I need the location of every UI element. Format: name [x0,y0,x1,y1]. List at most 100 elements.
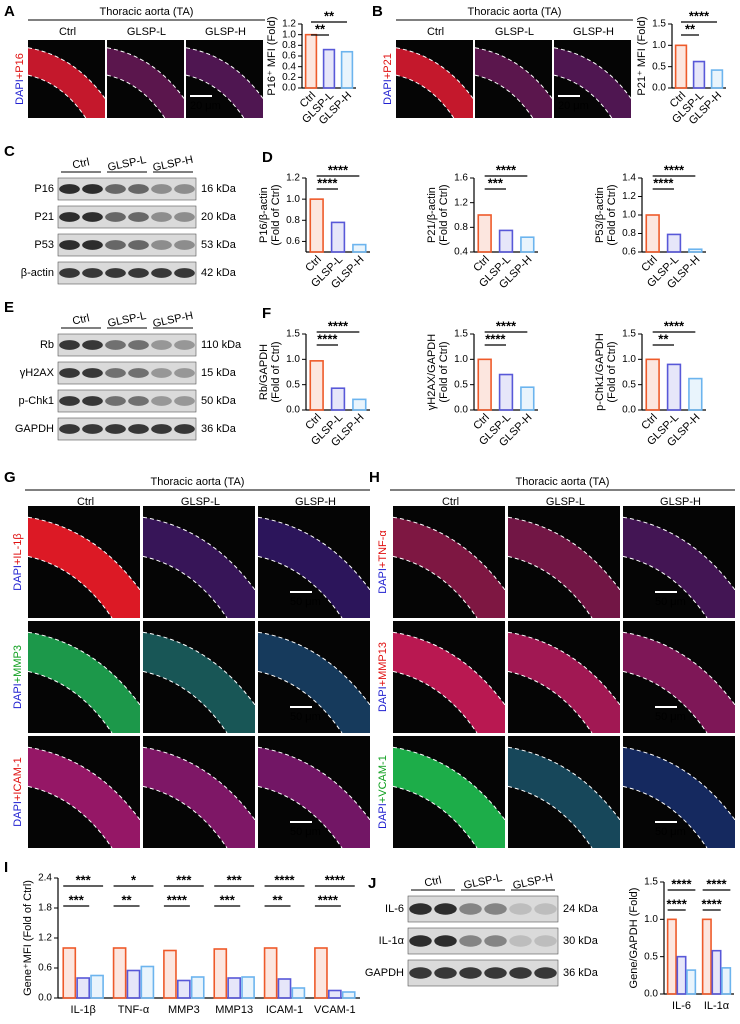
x-tick-label: IL-6 [672,1000,691,1012]
blot-band [509,967,532,979]
stain-label: DAPI+MMP13 [377,642,389,712]
row-label: P53 [34,239,54,251]
bar [322,48,336,89]
sig-label: **** [317,175,338,190]
stain-marker: +MMP13 [377,642,389,686]
sig-label: * [131,872,137,887]
dashed-border [474,47,553,99]
dashed-border [507,631,621,706]
group-label: Ctrl [59,26,76,38]
blot-band [151,340,172,350]
dashed-border [142,785,228,849]
blot-strip [57,177,197,201]
stain-dapi: DAPI [14,79,26,105]
blot-band [534,935,557,947]
tissue-dapi [186,47,263,118]
scale-label: 50 μm [655,711,686,723]
group-label: GLSP-H [660,496,701,508]
y-tick-label: 0.6 [38,963,52,974]
row-label: P16 [34,183,54,195]
scale-label: 50 μm [290,826,321,838]
sig-label: **** [496,318,517,333]
tissue-dapi [623,632,735,733]
micrograph [143,506,255,618]
sig-label: **** [671,876,692,891]
dashed-border [395,47,474,99]
x-tick-label: MMP13 [215,1004,253,1016]
bar [520,386,535,411]
y-axis-label: (Fold of Ctrl) [606,184,618,245]
y-tick-label: 0.8 [454,222,468,233]
bar [163,949,177,999]
sig-label: **** [328,318,349,333]
y-tick-label: 1.4 [622,173,636,184]
blot-band [174,212,195,222]
sig-label: **** [274,872,295,887]
sig-label: **** [653,175,674,190]
y-tick-label: 0.0 [286,405,300,416]
stain-dapi: DAPI [377,568,389,594]
bar [520,236,535,253]
blot-band [151,240,172,250]
blot-band [59,340,80,350]
blot-strip [407,927,559,955]
tissue-stain [258,632,370,733]
bar [327,989,342,999]
blot-band [105,184,126,194]
tissue-stain [475,47,552,118]
y-axis-label: Rb/GAPDH [258,344,270,400]
sig-label: *** [488,175,504,190]
tissue-dapi [143,517,255,618]
x-tick-label: MMP3 [168,1004,200,1016]
scale-label: 50 μm [290,596,321,608]
scale-label: 50 μm [655,826,686,838]
blot-strip [57,333,197,357]
stain-label: DAPI+TNF-α [377,530,389,594]
micrograph [623,621,735,733]
tissue-stain [508,747,620,848]
blot-band [174,240,195,250]
blot-band [82,184,103,194]
bar [330,387,346,411]
sig-label: ** [685,21,696,36]
bar [291,987,306,999]
bar [213,948,228,999]
tissue-stain [28,47,105,118]
sig-label: **** [317,331,338,346]
bar [352,243,367,253]
tissue-stain [143,747,255,848]
tissue-stain [107,47,184,118]
blot-band [151,424,172,434]
blot-band [409,967,432,979]
bar [666,918,677,995]
blot-band [59,240,80,250]
dashed-border [257,631,371,706]
blot-band [434,903,457,915]
dashed-border [553,74,613,119]
size-label: 20 kDa [201,211,237,223]
dashed-border [392,746,506,821]
size-label: 53 kDa [201,239,237,251]
sig-label: ** [324,8,335,23]
y-axis-label: P16/β-actin [258,187,270,243]
micrograph [143,621,255,733]
blot-band [128,184,149,194]
bar [498,229,514,253]
blot-band [128,268,149,278]
blot-band [174,396,195,406]
dashed-border [392,555,478,619]
bar [498,373,514,411]
dashed-border [622,785,708,849]
blot-band [459,967,482,979]
group-label: Ctrl [442,496,459,508]
group-label: GLSP-L [495,26,534,38]
panel-title: Thoracic aorta (TA) [516,476,610,488]
sig-label: **** [485,331,506,346]
size-label: 24 kDa [563,903,599,915]
tissue-stain [393,517,505,618]
micrograph [258,506,370,618]
blot-band [59,184,80,194]
group-label: GLSP-H [152,154,195,174]
bar [666,363,682,411]
stain-label: DAPI+P21 [382,53,394,105]
